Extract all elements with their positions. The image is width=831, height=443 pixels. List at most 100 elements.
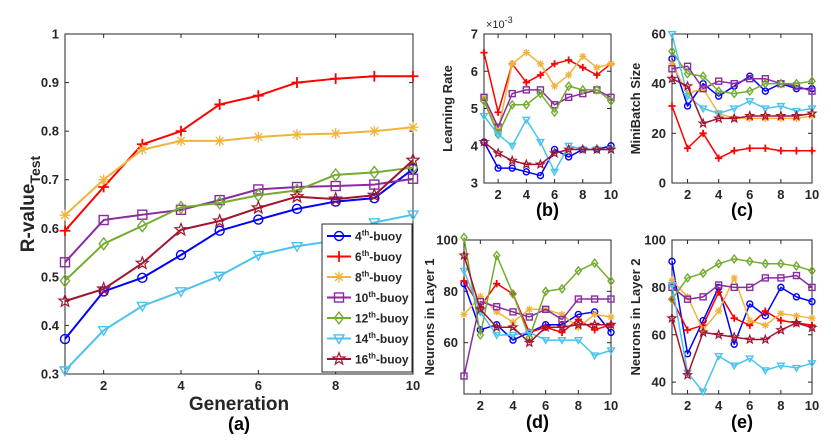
data-point (563, 143, 575, 155)
data-point (792, 78, 801, 89)
x-tick-label: 2 (477, 398, 484, 413)
x-tick-label: 8 (332, 378, 339, 393)
data-point (136, 144, 148, 155)
data-point (541, 305, 550, 313)
data-point (746, 316, 754, 325)
series-line (483, 141, 611, 166)
data-point (474, 303, 486, 315)
legend-label-sup: th (368, 331, 376, 340)
data-point (730, 340, 738, 348)
legend-label: 6th-buoy (355, 249, 402, 264)
data-point (550, 168, 560, 177)
data-point (744, 110, 756, 121)
legend-label-number: 10 (355, 291, 369, 305)
legend-label-suffix: -buoy (369, 271, 402, 285)
legend-label-number: 8 (355, 271, 362, 285)
data-point (479, 112, 489, 121)
data-point (492, 147, 504, 158)
legend-item-12th-buoy: 12th-buoy (327, 311, 409, 326)
x-tick-label: 6 (746, 187, 753, 202)
data-point (368, 218, 381, 229)
data-point (460, 372, 468, 380)
data-point (605, 318, 617, 330)
data-point (493, 280, 501, 288)
data-point (806, 321, 818, 333)
data-point (493, 308, 501, 316)
data-point (214, 135, 226, 147)
data-point (807, 360, 817, 368)
y-tick-label: 100 (644, 233, 666, 248)
data-point (536, 171, 545, 180)
data-point (777, 309, 785, 318)
data-point (291, 77, 303, 88)
data-point (214, 196, 226, 211)
y-tick-label: 80 (652, 280, 666, 295)
data-point (699, 268, 707, 279)
data-point (59, 333, 71, 345)
data-point (777, 78, 785, 89)
data-point (808, 112, 816, 120)
data-point (548, 147, 561, 158)
data-point (807, 105, 817, 114)
data-point (777, 258, 785, 269)
data-point (328, 191, 344, 206)
data-point (699, 326, 707, 334)
data-point (550, 60, 559, 68)
data-point (681, 80, 694, 91)
data-point (761, 307, 769, 315)
data-point (369, 192, 380, 204)
data-point (330, 128, 342, 139)
y-axis-label-b: Learning Rate (440, 65, 455, 152)
data-point (730, 79, 738, 88)
data-point (407, 121, 419, 133)
data-point (368, 70, 380, 82)
data-point (746, 300, 754, 308)
data-point (214, 99, 226, 110)
legend: 4th-buoy 6th-buoy 8th-buoy 10 th -buoy 12th-bu… (321, 223, 413, 373)
legend-label: 4th-buoy (355, 229, 402, 244)
data-point (59, 225, 71, 237)
data-point (745, 256, 754, 267)
legend-label-number: 6 (355, 250, 362, 264)
data-point (729, 362, 739, 371)
data-point (746, 144, 754, 152)
data-point (668, 276, 676, 284)
series-line (463, 270, 612, 357)
data-point (761, 78, 770, 89)
series-16th-buoy (57, 152, 421, 308)
data-point (681, 369, 694, 380)
data-point (252, 250, 265, 262)
y-tick-label: 0.7 (41, 172, 59, 187)
data-point (730, 253, 739, 265)
data-point (558, 328, 566, 336)
legend-label: 8th-buoy (355, 270, 402, 285)
legend-marker (331, 350, 347, 366)
data-point (713, 328, 725, 340)
data-point (699, 293, 707, 301)
data-point (491, 321, 503, 333)
data-point (666, 72, 678, 84)
data-point (476, 329, 485, 341)
data-point (579, 52, 587, 60)
series-6th-buoy (668, 102, 816, 162)
data-point (250, 199, 266, 215)
legend-label-sup: th (362, 229, 370, 238)
series-line (671, 317, 813, 376)
data-point (683, 68, 692, 79)
data-point (714, 92, 723, 100)
y-tick-label: 40 (652, 375, 666, 390)
chart-panel-e: 2 4 6 8 10 40 60 80 100 (e) Neurons in Layer 2 (628, 233, 819, 433)
data-point (808, 147, 816, 155)
data-point (607, 96, 615, 107)
data-point (730, 88, 739, 99)
legend-label: 16th-buoy (355, 352, 409, 367)
data-point (523, 336, 535, 348)
plot-area-e (671, 239, 813, 395)
series-14th-buoy (667, 30, 817, 119)
y-axis-label-sub: Test (27, 155, 43, 183)
chart-panel-c: 2 4 6 8 10 0 20 40 60 (c) MiniBatch Size (628, 27, 819, 221)
data-point (730, 147, 738, 155)
data-point (214, 194, 225, 206)
data-point (480, 96, 488, 107)
chart-panel-b: 2 4 6 8 10 3 4 5 6 7 (b) Learning Rate ×10-3 (440, 15, 618, 220)
